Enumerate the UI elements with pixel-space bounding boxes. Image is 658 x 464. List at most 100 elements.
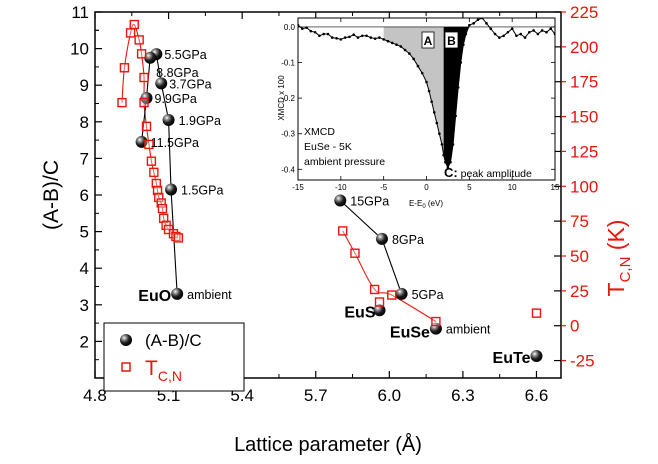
legend-label-tcn: TC,N (145, 357, 182, 384)
tcn-point (350, 248, 360, 258)
inset-point (515, 34, 518, 38)
inset-point (442, 153, 445, 157)
inset-y-tick-label: -0.4 (281, 165, 295, 174)
inset-point (365, 34, 368, 38)
inset-x-axis-label: E-E0 (eV) (409, 199, 443, 210)
inset-text-line-2: EuSe - 5K (304, 141, 352, 153)
compound-label-eus: EuS (344, 304, 375, 321)
left-y-tick-label: 11 (71, 3, 89, 22)
point-label-5.5gpa: 5.5GPa (164, 48, 206, 62)
inset-region-label-a-text: A (424, 34, 433, 48)
tcn-point (146, 156, 157, 166)
inset-point (382, 38, 385, 41)
right-y-tick-label: -25 (570, 352, 595, 371)
left-y-tick-label: 6 (80, 186, 89, 205)
inset-point (506, 30, 510, 34)
point-label-euse-ambient: ambient (446, 323, 491, 337)
ratio-point (155, 77, 168, 90)
inset-point (498, 36, 501, 39)
inset-point (438, 132, 441, 136)
tcn-point (119, 63, 130, 73)
inset-point (369, 36, 373, 39)
inset-point (440, 143, 444, 146)
ratio-point (530, 350, 543, 363)
inset-point (446, 166, 450, 169)
inset-point (378, 36, 381, 39)
inset-point (360, 34, 364, 38)
inset-point (449, 160, 452, 164)
right-y-tick-label: 225 (570, 3, 598, 22)
right-y-tick-label: 25 (570, 282, 589, 301)
inset-text-line-3: ambient pressure (304, 156, 385, 168)
inset-point (430, 100, 433, 103)
inset-point (300, 27, 304, 30)
inset-point (456, 86, 460, 89)
inset-y-tick-label: -0.3 (281, 130, 295, 139)
tcn-point (369, 284, 380, 295)
tcn-point (173, 233, 184, 243)
inset-peak-label-bold: C: (444, 165, 458, 180)
inset-point (326, 32, 330, 36)
inset-x-axis-label-sub: 0 (422, 204, 426, 210)
point-label-euo-ambient: ambient (187, 288, 232, 302)
inset-point (485, 22, 488, 25)
legend-marker-sphere (120, 334, 132, 346)
inset-x-tick-label: 5 (467, 183, 472, 192)
ratio-point (373, 304, 386, 317)
right-y-tick-label: 50 (570, 247, 589, 266)
inset-point (549, 27, 553, 30)
left-y-tick-label: 10 (70, 40, 89, 59)
inset-point (502, 34, 505, 38)
inset-region-label-a-box (421, 31, 435, 49)
point-label-1.9gpa: 1.9GPa (179, 114, 221, 128)
point-label-11.5gpa: 11.5GPa (151, 136, 199, 150)
right-y-tick-label: 0 (570, 317, 579, 336)
inset-point (399, 45, 403, 48)
left-y-tick-label: 5 (80, 223, 89, 242)
point-label-3.7gpa: 3.7GPa (169, 77, 211, 91)
series-marks (117, 19, 543, 363)
inset-point (348, 35, 351, 39)
right-y-axis: -25 0 25 50 75 100 125 150 175 200 225 (554, 3, 598, 371)
inset-point (313, 30, 317, 34)
inset-point (493, 32, 497, 36)
tcn-point (338, 226, 348, 236)
ratio-point (375, 232, 388, 245)
right-y-axis-label: TC,N (K) (603, 220, 634, 297)
inset-y-tick-label: -0.1 (281, 59, 295, 68)
tcn-point (136, 49, 147, 59)
inset-x-tick-label: -15 (292, 183, 304, 192)
point-label-5gpa: 5GPa (412, 288, 444, 302)
inset-region-label-a: A (421, 31, 435, 49)
inset-point (435, 121, 439, 125)
left-y-axis-label: (A-B)/C (40, 160, 63, 230)
inset-point (468, 23, 471, 27)
compound-label-euo: EuO (138, 288, 171, 305)
left-y-axis: 2 3 4 5 6 7 8 9 10 11 (70, 3, 102, 361)
inset-point (451, 143, 455, 146)
point-label-8gpa: 8GPa (392, 233, 424, 247)
inset-point (343, 36, 347, 39)
right-y-tick-label: 100 (570, 177, 598, 196)
legend-label-tcn-main: T (145, 357, 158, 380)
inset-x-axis-label-unit: (eV) (428, 199, 443, 208)
right-y-tick-label: 150 (570, 108, 598, 127)
ratio-point (162, 113, 175, 126)
inset-point (335, 36, 338, 40)
tcn-point (531, 308, 542, 318)
inset-x-axis: -15 -10 -5 0 5 10 15 (292, 18, 560, 192)
inset-point (454, 114, 457, 118)
inset-point (412, 57, 415, 61)
inset-x-axis-label-main: E-E (409, 199, 422, 208)
x-tick-label: 4.8 (83, 386, 107, 405)
inset-point (432, 111, 436, 114)
inset-y-axis: 0.0 -0.1 -0.2 -0.3 -0.4 (281, 23, 555, 174)
tcn-point (139, 97, 149, 108)
inset-point (318, 34, 321, 38)
tcn-point (125, 28, 136, 38)
point-label-9.9gpa: 9.9GPa (155, 92, 197, 106)
ratio-series-line (339, 200, 403, 295)
inset-point (510, 27, 514, 30)
inset-points (298, 18, 555, 169)
